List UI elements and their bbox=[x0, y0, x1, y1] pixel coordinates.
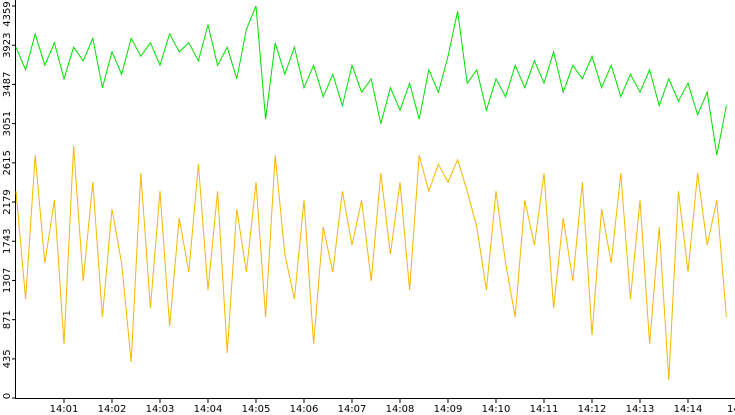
y-tick-label: 1307 bbox=[2, 268, 13, 293]
y-tick-label: 0 bbox=[2, 393, 13, 399]
y-tick-label: 871 bbox=[2, 310, 13, 329]
y-tick-label: 4359 bbox=[2, 1, 13, 26]
y-tick-label: 3923 bbox=[2, 32, 13, 57]
series-line bbox=[15, 146, 727, 381]
x-tick-label: 14:14 bbox=[674, 404, 703, 415]
y-tick-label: 1743 bbox=[2, 229, 13, 254]
x-tick-label: 14:11 bbox=[530, 404, 559, 415]
y-tick-label: 2179 bbox=[2, 189, 13, 214]
x-tick-label: 14:06 bbox=[290, 404, 319, 415]
x-tick-label: 14:13 bbox=[626, 404, 655, 415]
y-tick-label: 2615 bbox=[2, 150, 13, 175]
x-tick-label: 14:04 bbox=[194, 404, 223, 415]
x-tick-label: 14:07 bbox=[338, 404, 367, 415]
y-tick-label: 3051 bbox=[2, 111, 13, 136]
x-tick-label: 14:09 bbox=[434, 404, 463, 415]
x-tick-label: 14 bbox=[727, 404, 735, 415]
x-tick-label: 14:03 bbox=[146, 404, 175, 415]
y-tick-label: 435 bbox=[2, 349, 13, 368]
x-tick-label: 14:08 bbox=[386, 404, 415, 415]
series-line bbox=[15, 5, 727, 156]
x-tick-label: 14:12 bbox=[578, 404, 607, 415]
x-tick-label: 14:10 bbox=[482, 404, 511, 415]
y-tick-label: 3487 bbox=[2, 72, 13, 97]
x-tick-label: 14:01 bbox=[50, 404, 79, 415]
x-tick-label: 14:02 bbox=[98, 404, 127, 415]
x-tick-label: 14:05 bbox=[242, 404, 271, 415]
